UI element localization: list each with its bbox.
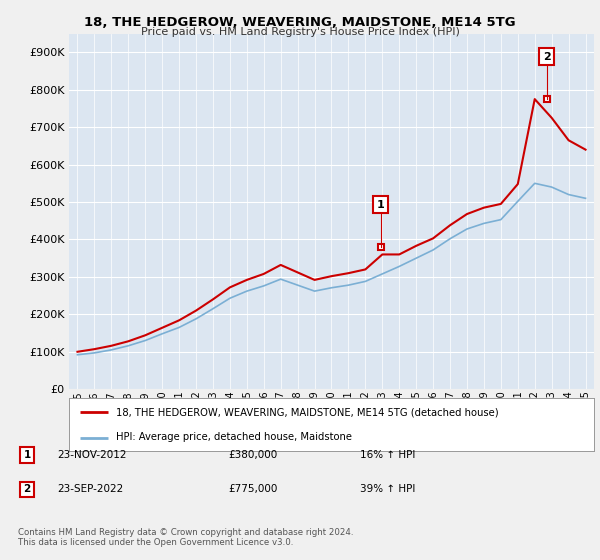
Text: £775,000: £775,000 xyxy=(228,484,277,494)
Text: 2: 2 xyxy=(23,484,31,494)
Text: Price paid vs. HM Land Registry's House Price Index (HPI): Price paid vs. HM Land Registry's House … xyxy=(140,27,460,37)
Text: 18, THE HEDGEROW, WEAVERING, MAIDSTONE, ME14 5TG (detached house): 18, THE HEDGEROW, WEAVERING, MAIDSTONE, … xyxy=(116,408,499,418)
Text: 18, THE HEDGEROW, WEAVERING, MAIDSTONE, ME14 5TG: 18, THE HEDGEROW, WEAVERING, MAIDSTONE, … xyxy=(84,16,516,29)
Text: 39% ↑ HPI: 39% ↑ HPI xyxy=(360,484,415,494)
Text: £380,000: £380,000 xyxy=(228,450,277,460)
Text: 23-SEP-2022: 23-SEP-2022 xyxy=(57,484,123,494)
Text: 2: 2 xyxy=(543,52,550,62)
Text: HPI: Average price, detached house, Maidstone: HPI: Average price, detached house, Maid… xyxy=(116,432,352,442)
Text: 23-NOV-2012: 23-NOV-2012 xyxy=(57,450,127,460)
Text: 1: 1 xyxy=(377,199,385,209)
Text: 1: 1 xyxy=(23,450,31,460)
Text: 16% ↑ HPI: 16% ↑ HPI xyxy=(360,450,415,460)
Text: Contains HM Land Registry data © Crown copyright and database right 2024.
This d: Contains HM Land Registry data © Crown c… xyxy=(18,528,353,547)
